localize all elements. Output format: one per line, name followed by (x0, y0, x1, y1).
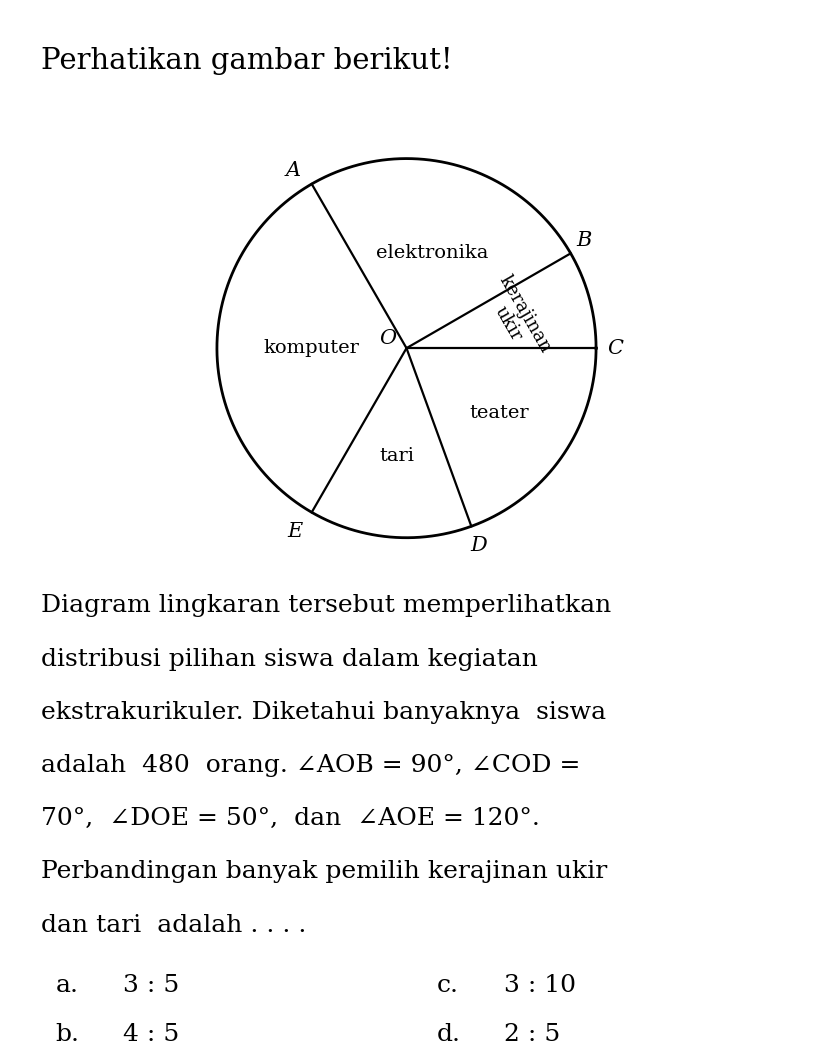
Text: adalah  480  orang. ∠AOB = 90°, ∠COD =: adalah 480 orang. ∠AOB = 90°, ∠COD = (41, 754, 580, 778)
Text: C: C (607, 339, 623, 358)
Text: kerajinan
ukir: kerajinan ukir (479, 272, 554, 366)
Text: teater: teater (470, 404, 529, 422)
Text: B: B (576, 231, 592, 250)
Text: Diagram lingkaran tersebut memperlihatkan: Diagram lingkaran tersebut memperlihatka… (41, 594, 611, 617)
Text: Perhatikan gambar berikut!: Perhatikan gambar berikut! (41, 47, 452, 76)
Text: E: E (287, 522, 302, 541)
Text: 4 : 5: 4 : 5 (123, 1023, 179, 1046)
Text: 3 : 10: 3 : 10 (504, 975, 576, 997)
Text: b.: b. (55, 1023, 80, 1046)
Text: D: D (471, 536, 487, 555)
Text: tari: tari (380, 447, 415, 465)
Text: ekstrakurikuler. Diketahui banyaknya  siswa: ekstrakurikuler. Diketahui banyaknya sis… (41, 701, 606, 724)
Text: distribusi pilihan siswa dalam kegiatan: distribusi pilihan siswa dalam kegiatan (41, 648, 537, 671)
Text: dan tari  adalah . . . .: dan tari adalah . . . . (41, 914, 306, 937)
Text: O: O (379, 329, 396, 348)
Text: elektronika: elektronika (376, 244, 488, 262)
Text: 3 : 5: 3 : 5 (123, 975, 179, 997)
Text: Perbandingan banyak pemilih kerajinan ukir: Perbandingan banyak pemilih kerajinan uk… (41, 860, 606, 883)
Text: 2 : 5: 2 : 5 (504, 1023, 561, 1046)
Text: d.: d. (437, 1023, 461, 1046)
Text: komputer: komputer (263, 339, 359, 358)
Text: a.: a. (55, 975, 79, 997)
Text: c.: c. (437, 975, 459, 997)
Text: A: A (285, 161, 300, 180)
Text: 70°,  ∠DOE = 50°,  dan  ∠AOE = 120°.: 70°, ∠DOE = 50°, dan ∠AOE = 120°. (41, 807, 540, 830)
